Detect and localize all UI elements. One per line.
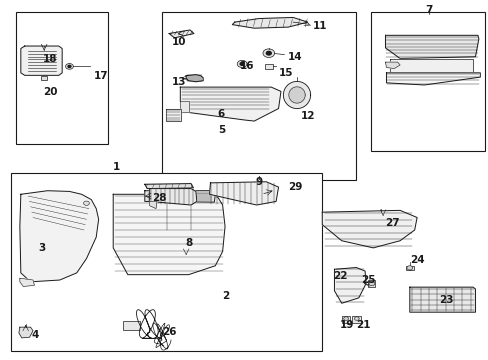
Text: 23: 23 — [438, 295, 452, 305]
Text: 9: 9 — [255, 177, 262, 187]
Bar — [27, 49, 57, 73]
Bar — [162, 12, 356, 180]
Polygon shape — [20, 191, 99, 282]
Polygon shape — [149, 202, 157, 208]
Bar — [264, 64, 272, 69]
Text: 20: 20 — [42, 87, 57, 98]
Bar — [370, 12, 484, 152]
Bar — [394, 59, 467, 71]
Text: 5: 5 — [217, 125, 224, 135]
Text: 2: 2 — [222, 291, 229, 301]
Polygon shape — [144, 184, 193, 189]
Polygon shape — [144, 191, 215, 202]
Text: 3: 3 — [38, 243, 45, 253]
Polygon shape — [165, 109, 181, 121]
Polygon shape — [283, 81, 310, 109]
Polygon shape — [180, 102, 188, 112]
Text: 13: 13 — [171, 77, 186, 87]
Text: 4: 4 — [31, 330, 39, 341]
Text: 17: 17 — [94, 71, 108, 81]
Circle shape — [368, 282, 374, 286]
Circle shape — [83, 201, 89, 205]
Polygon shape — [322, 210, 416, 248]
Text: 14: 14 — [287, 52, 302, 62]
Circle shape — [240, 63, 244, 65]
Polygon shape — [113, 194, 224, 275]
Polygon shape — [288, 87, 305, 103]
Circle shape — [237, 60, 246, 67]
Text: 8: 8 — [185, 238, 192, 248]
Bar — [41, 76, 47, 80]
Text: 22: 22 — [332, 271, 347, 282]
Circle shape — [406, 266, 412, 270]
Bar — [122, 321, 140, 330]
Polygon shape — [21, 46, 62, 75]
Bar — [147, 192, 213, 201]
Polygon shape — [176, 234, 196, 248]
Text: 11: 11 — [312, 21, 326, 31]
Text: 28: 28 — [152, 193, 166, 203]
Text: 10: 10 — [171, 37, 186, 48]
Polygon shape — [20, 278, 34, 287]
Text: 27: 27 — [385, 218, 399, 228]
Polygon shape — [385, 35, 478, 59]
Polygon shape — [232, 18, 307, 28]
Circle shape — [263, 49, 274, 58]
Text: 19: 19 — [339, 320, 353, 330]
Polygon shape — [209, 182, 278, 205]
Text: 26: 26 — [162, 327, 176, 337]
Bar — [405, 266, 413, 270]
Circle shape — [266, 51, 271, 55]
Bar — [16, 12, 108, 144]
Text: 15: 15 — [278, 68, 292, 78]
Text: 29: 29 — [287, 182, 302, 192]
Bar — [341, 316, 350, 323]
Polygon shape — [180, 87, 281, 121]
Text: 1: 1 — [113, 162, 120, 172]
Bar — [137, 198, 215, 230]
Circle shape — [68, 65, 71, 67]
Circle shape — [343, 317, 348, 320]
Text: 12: 12 — [300, 111, 315, 121]
Polygon shape — [389, 59, 472, 73]
Polygon shape — [169, 30, 194, 38]
Bar — [140, 200, 212, 228]
Bar — [352, 316, 361, 323]
Bar — [11, 173, 322, 351]
Polygon shape — [386, 73, 479, 85]
Circle shape — [65, 64, 73, 69]
Polygon shape — [409, 287, 474, 312]
Text: 21: 21 — [356, 320, 370, 330]
Text: 24: 24 — [409, 255, 424, 265]
Polygon shape — [385, 62, 399, 68]
Text: 16: 16 — [239, 61, 254, 71]
Text: 25: 25 — [361, 275, 375, 285]
Text: 7: 7 — [425, 5, 432, 15]
Circle shape — [354, 317, 359, 320]
Polygon shape — [19, 327, 33, 338]
Polygon shape — [334, 267, 366, 303]
Bar — [368, 280, 374, 287]
Polygon shape — [186, 75, 203, 82]
Text: 6: 6 — [217, 109, 224, 119]
Text: 18: 18 — [42, 54, 57, 64]
Polygon shape — [149, 189, 197, 205]
